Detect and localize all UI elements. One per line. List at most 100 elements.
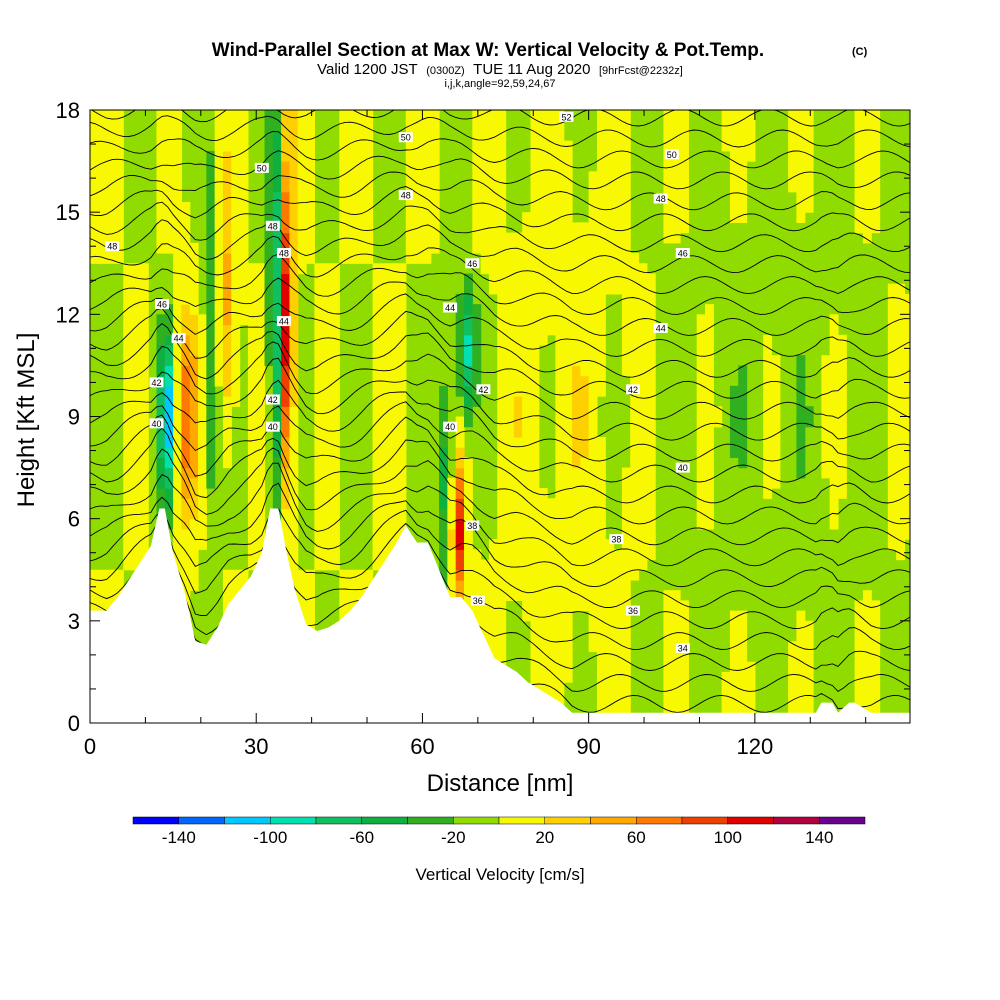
velocity-cell	[214, 120, 224, 132]
velocity-cell	[173, 191, 183, 203]
velocity-cell	[231, 273, 241, 285]
velocity-cell	[256, 528, 266, 540]
velocity-cell	[480, 120, 490, 132]
velocity-cell	[272, 201, 282, 213]
velocity-cell	[463, 314, 473, 326]
velocity-cell	[297, 579, 307, 591]
velocity-cell	[472, 181, 482, 193]
velocity-cell	[264, 355, 274, 367]
velocity-cell	[621, 671, 631, 683]
velocity-cell	[139, 334, 149, 346]
velocity-cell	[547, 539, 556, 550]
velocity-cell	[173, 140, 183, 152]
velocity-cell	[247, 539, 257, 550]
velocity-cell	[613, 579, 623, 591]
velocity-cell	[796, 130, 806, 142]
velocity-cell	[173, 161, 183, 172]
contour-label-bg	[675, 248, 690, 258]
velocity-cell	[173, 467, 183, 479]
velocity-cell	[705, 314, 714, 326]
velocity-cell	[646, 396, 656, 407]
velocity-cell	[854, 620, 864, 632]
velocity-cell	[505, 579, 515, 591]
velocity-cell	[904, 447, 910, 458]
velocity-cell	[630, 375, 640, 387]
velocity-cell	[705, 457, 714, 469]
velocity-cell	[331, 263, 340, 275]
velocity-cell	[596, 569, 606, 581]
velocity-cell	[397, 283, 407, 295]
velocity-cell	[364, 140, 374, 152]
velocity-cell	[596, 212, 606, 223]
velocity-cell	[522, 579, 532, 591]
velocity-cell	[638, 518, 648, 530]
velocity-cell	[331, 304, 340, 315]
velocity-cell	[596, 590, 606, 601]
velocity-cell	[563, 426, 573, 438]
velocity-cell	[588, 631, 598, 642]
velocity-cell	[705, 406, 714, 418]
velocity-cell	[871, 110, 881, 121]
velocity-cell	[422, 161, 432, 172]
velocity-cell	[522, 293, 532, 305]
velocity-cell	[331, 365, 340, 377]
velocity-cell	[463, 304, 473, 315]
velocity-cell	[771, 365, 781, 377]
velocity-cell	[463, 344, 473, 356]
velocity-cell	[164, 161, 174, 172]
velocity-cell	[638, 477, 648, 489]
velocity-cell	[522, 590, 532, 601]
velocity-cell	[397, 457, 407, 469]
velocity-cell	[397, 498, 407, 510]
velocity-cell	[555, 600, 565, 612]
velocity-cell	[829, 436, 839, 448]
velocity-cell	[322, 467, 332, 479]
velocity-cell	[530, 467, 540, 479]
velocity-cell	[480, 232, 490, 244]
velocity-cell	[680, 620, 689, 632]
velocity-cell	[646, 477, 656, 489]
theta-isentrope	[90, 521, 910, 630]
velocity-cell	[439, 396, 448, 407]
velocity-cell	[588, 416, 598, 428]
velocity-cell	[380, 334, 390, 346]
velocity-cell	[131, 436, 141, 448]
velocity-cell	[596, 334, 606, 346]
velocity-cell	[314, 426, 324, 438]
velocity-cell	[596, 641, 606, 653]
velocity-cell	[638, 314, 648, 326]
velocity-cell	[181, 293, 191, 305]
velocity-cell	[164, 191, 174, 203]
velocity-cell	[198, 344, 207, 356]
contour-label-bg	[476, 384, 491, 395]
velocity-cell	[547, 631, 556, 642]
velocity-cell	[854, 631, 864, 642]
velocity-cell	[397, 508, 407, 520]
velocity-cell	[596, 283, 606, 295]
velocity-cell	[613, 620, 623, 632]
velocity-cell	[198, 508, 207, 520]
theta-isentrope	[90, 253, 910, 315]
velocity-cell	[123, 314, 133, 326]
velocity-cell	[505, 447, 515, 458]
velocity-cell	[896, 477, 906, 489]
velocity-cell	[613, 242, 623, 254]
velocity-cell	[547, 110, 556, 121]
velocity-cell	[563, 661, 573, 673]
velocity-cell	[405, 212, 415, 223]
velocity-cell	[181, 324, 191, 336]
velocity-cell	[638, 263, 648, 275]
colorbar	[132, 816, 866, 825]
velocity-cell	[455, 365, 465, 377]
velocity-cell	[272, 140, 282, 152]
velocity-cell	[164, 222, 174, 234]
velocity-cell	[738, 110, 748, 121]
velocity-cell	[729, 631, 739, 642]
velocity-cell	[522, 549, 532, 561]
velocity-cell	[705, 334, 714, 346]
velocity-cell	[696, 426, 706, 438]
velocity-cell	[638, 559, 648, 571]
velocity-cell	[472, 579, 482, 591]
velocity-cell	[497, 212, 507, 223]
velocity-cell	[696, 355, 706, 367]
